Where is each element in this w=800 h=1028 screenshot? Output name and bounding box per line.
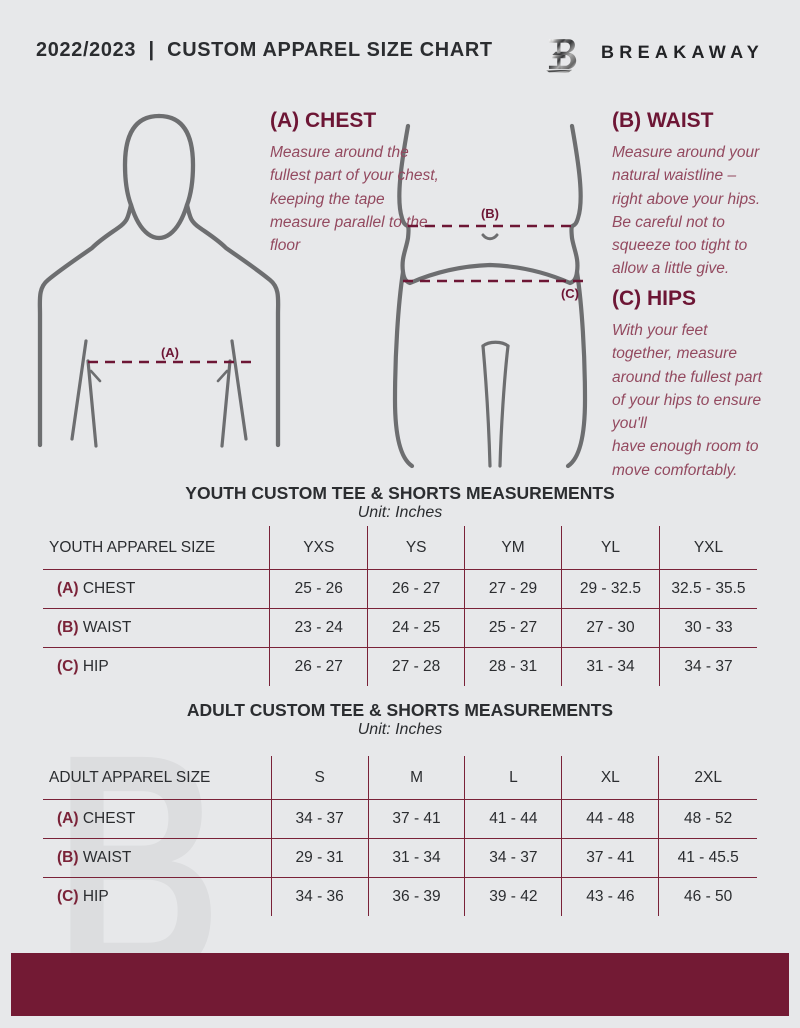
svg-text:(A): (A) [161,345,179,360]
svg-text:(B): (B) [481,206,499,221]
svg-text:(C): (C) [561,286,579,301]
